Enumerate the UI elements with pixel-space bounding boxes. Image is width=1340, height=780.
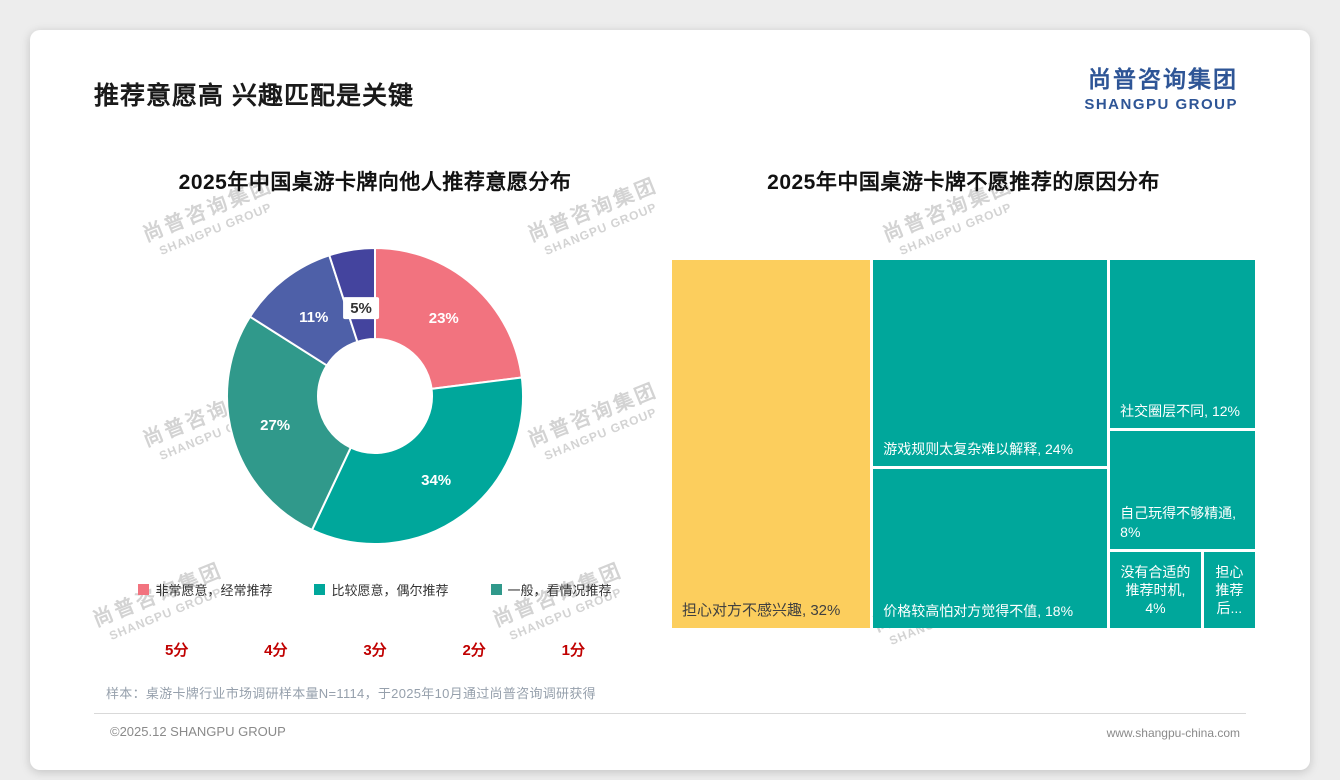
donut-chart-section: 2025年中国桌游卡牌向他人推荐意愿分布 23% 34% 27% 11% 5% 非常愿意… <box>90 140 660 660</box>
treemap-chart: 担心对方不感兴趣, 32% 游戏规则太复杂难以解释, 24% 价格较高怕对方觉得… <box>672 260 1255 628</box>
donut-legend: 非常愿意，经常推荐 比较愿意，偶尔推荐 一般，看情况推荐 <box>138 580 612 599</box>
footer-website: www.shangpu-china.com <box>1106 726 1240 740</box>
treemap-block-label: 游戏规则太复杂难以解释, 24% <box>883 441 1074 458</box>
donut-slice-label: 11% <box>299 309 328 326</box>
score-label: 3分 <box>363 642 387 659</box>
treemap-block-label: 担心对方不感兴趣, 32% <box>682 601 841 619</box>
score-label: 5分 <box>165 642 189 659</box>
donut-label-chip <box>343 297 380 320</box>
treemap-block-social-circle: 社交圈层不同, 12% <box>1110 260 1255 429</box>
score-axis: 5分 4分 3分 2分 1分 <box>165 639 585 660</box>
footer-divider <box>94 713 1246 714</box>
donut-slice <box>310 376 524 545</box>
treemap-block-rules-complex: 游戏规则太复杂难以解释, 24% <box>873 260 1108 467</box>
company-logo: 尚普咨询集团 SHANGPU GROUP <box>1084 60 1238 113</box>
treemap-block-label: 没有合适的推荐时机, 4% <box>1120 563 1191 617</box>
treemap-block-label: 价格较高怕对方觉得不值, 18% <box>883 602 1074 619</box>
legend-marker <box>314 584 326 595</box>
treemap-middle-column: 游戏规则太复杂难以解释, 24% 价格较高怕对方觉得不值, 18% <box>873 260 1108 628</box>
donut-slice-label: 34% <box>421 472 451 489</box>
treemap-block-label: 自己玩得不够精通, 8% <box>1120 505 1237 540</box>
donut-slice-label: 23% <box>429 310 459 327</box>
sample-footnote: 样本：桌游卡牌行业市场调研样本量N=1114，于2025年10月通过尚普咨询调研… <box>106 686 596 701</box>
treemap-block-label: 担心推荐后... <box>1215 563 1244 617</box>
treemap-chart-section: 2025年中国桌游卡牌不愿推荐的原因分布 担心对方不感兴趣, 32% 游戏规则太… <box>672 140 1255 660</box>
donut-slice-label: 5% <box>350 300 372 317</box>
donut-slice-label: 27% <box>260 417 290 434</box>
treemap-block-price-high: 价格较高怕对方觉得不值, 18% <box>873 469 1108 628</box>
donut-slice <box>374 247 523 390</box>
legend-marker <box>490 584 502 595</box>
page-title: 推荐意愿高 兴趣匹配是关键 <box>94 82 414 110</box>
legend-marker <box>138 584 150 595</box>
legend-item: 一般，看情况推荐 <box>490 580 612 599</box>
treemap-block-no-occasion: 没有合适的推荐时机, 4% <box>1110 551 1201 628</box>
treemap-block-label: 社交圈层不同, 12% <box>1120 403 1240 420</box>
legend-label: 非常愿意，经常推荐 <box>155 583 273 598</box>
score-label: 1分 <box>561 642 585 659</box>
footer-copyright: ©2025.12 SHANGPU GROUP <box>110 724 286 739</box>
slide-card: 尚普咨询集团 SHANGPU GROUP 尚普咨询集团 SHANGPU GROUP 尚普… <box>30 30 1310 770</box>
legend-label: 一般，看情况推荐 <box>507 583 612 598</box>
legend-item: 非常愿意，经常推荐 <box>138 580 272 599</box>
company-logo-en: SHANGPU GROUP <box>1084 96 1238 113</box>
legend-item: 比较愿意，偶尔推荐 <box>314 580 449 599</box>
donut-chart: 23% 34% 27% 11% 5% <box>205 236 545 556</box>
charts-area: 2025年中国桌游卡牌向他人推荐意愿分布 23% 34% 27% 11% 5% 非常愿意… <box>90 140 1255 660</box>
company-logo-cn: 尚普咨询集团 <box>1088 66 1238 92</box>
treemap-block-worry-after: 担心推荐后... <box>1203 551 1255 628</box>
slide-content: 推荐意愿高 兴趣匹配是关键 尚普咨询集团 SHANGPU GROUP 2025年… <box>30 30 1310 770</box>
legend-label: 比较愿意，偶尔推荐 <box>331 583 449 598</box>
treemap-block-not-skilled: 自己玩得不够精通, 8% <box>1110 431 1255 549</box>
treemap-right-column: 社交圈层不同, 12% 自己玩得不够精通, 8% 没有合适的推荐时机, 4% 担… <box>1110 260 1255 628</box>
donut-chart-title: 2025年中国桌游卡牌向他人推荐意愿分布 <box>178 171 572 194</box>
score-label: 2分 <box>462 642 486 659</box>
donut-svg: 23% 34% 27% 11% 5% <box>226 247 524 545</box>
donut-slice <box>226 315 352 531</box>
treemap-block-not-interested: 担心对方不感兴趣, 32% <box>672 260 871 628</box>
score-label: 4分 <box>264 642 288 659</box>
treemap-chart-title: 2025年中国桌游卡牌不愿推荐的原因分布 <box>767 171 1160 194</box>
treemap-bottom-row: 没有合适的推荐时机, 4% 担心推荐后... <box>1110 551 1255 628</box>
